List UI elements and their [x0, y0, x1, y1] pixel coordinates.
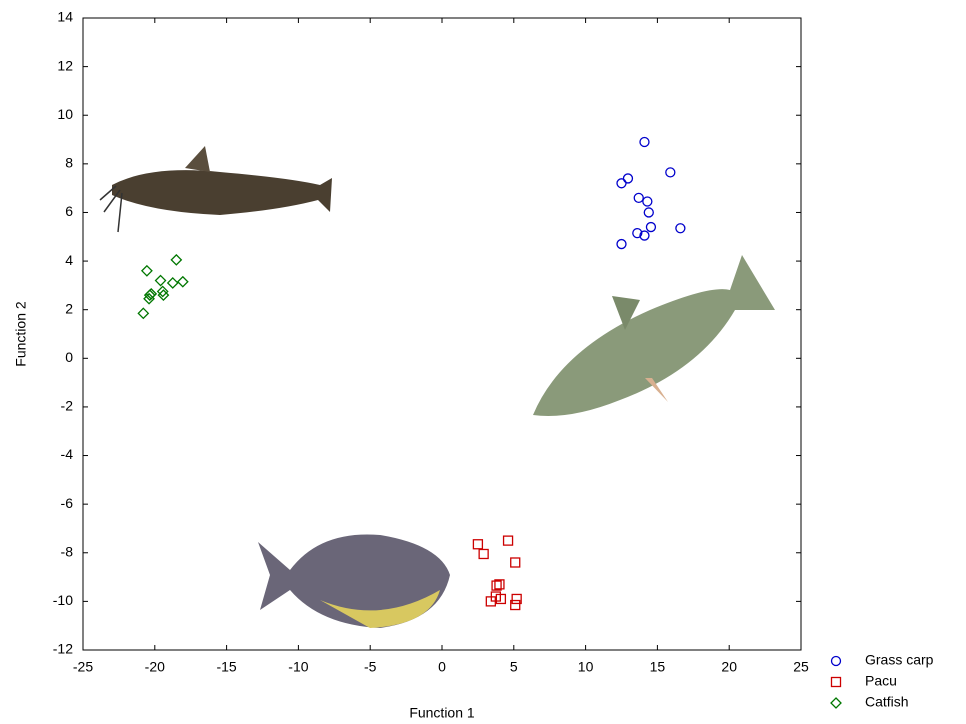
y-tick-label: 4: [65, 252, 73, 268]
y-tick-label: -12: [53, 641, 73, 657]
point: [156, 276, 166, 286]
chart: Function 1 Function 2 -25-20-15-10-50510…: [0, 0, 966, 724]
x-tick-label: 20: [721, 659, 737, 675]
point: [676, 224, 685, 233]
x-tick-label: 5: [510, 659, 518, 675]
point: [138, 308, 148, 318]
point: [831, 698, 841, 708]
x-tick-label: -20: [145, 659, 165, 675]
y-tick-label: -8: [61, 543, 74, 559]
x-tick-label: 25: [793, 659, 809, 675]
legend-label: Catfish: [865, 694, 909, 710]
y-tick-label: 12: [57, 57, 73, 73]
y-tick-label: 2: [65, 300, 73, 316]
point: [643, 197, 652, 206]
point: [617, 240, 626, 249]
point: [168, 278, 178, 288]
pacu-illustration: [258, 534, 450, 628]
y-tick-label: -4: [61, 446, 74, 462]
legend-label: Pacu: [865, 673, 897, 689]
point: [832, 678, 841, 687]
point: [666, 168, 675, 177]
catfish-illustration: [100, 146, 332, 232]
y-tick-label: 10: [57, 106, 73, 122]
x-tick-label: 10: [578, 659, 594, 675]
y-tick-label: 8: [65, 155, 73, 171]
y-tick-label: 14: [57, 9, 73, 25]
point: [504, 536, 513, 545]
point: [171, 255, 181, 265]
point: [646, 223, 655, 232]
point: [634, 193, 643, 202]
point: [617, 179, 626, 188]
point: [832, 657, 841, 666]
x-tick-label: -10: [288, 659, 308, 675]
y-tick-label: -2: [61, 398, 74, 414]
x-axis-label: Function 1: [409, 705, 475, 721]
y-tick-label: -10: [53, 592, 73, 608]
y-tick-label: -6: [61, 495, 74, 511]
x-tick-label: -25: [73, 659, 93, 675]
point: [178, 277, 188, 287]
point: [623, 174, 632, 183]
x-tick-label: 15: [650, 659, 666, 675]
point: [511, 558, 520, 567]
point: [473, 540, 482, 549]
x-tick-label: 0: [438, 659, 446, 675]
grass-carp-illustration: [533, 255, 775, 416]
y-tick-label: 0: [65, 349, 73, 365]
y-tick-label: 6: [65, 203, 73, 219]
x-tick-label: -15: [216, 659, 236, 675]
point: [479, 549, 488, 558]
y-axis-label: Function 2: [13, 301, 29, 367]
point: [640, 137, 649, 146]
point: [142, 266, 152, 276]
legend-label: Grass carp: [865, 652, 934, 668]
point: [644, 208, 653, 217]
x-tick-label: -5: [364, 659, 377, 675]
